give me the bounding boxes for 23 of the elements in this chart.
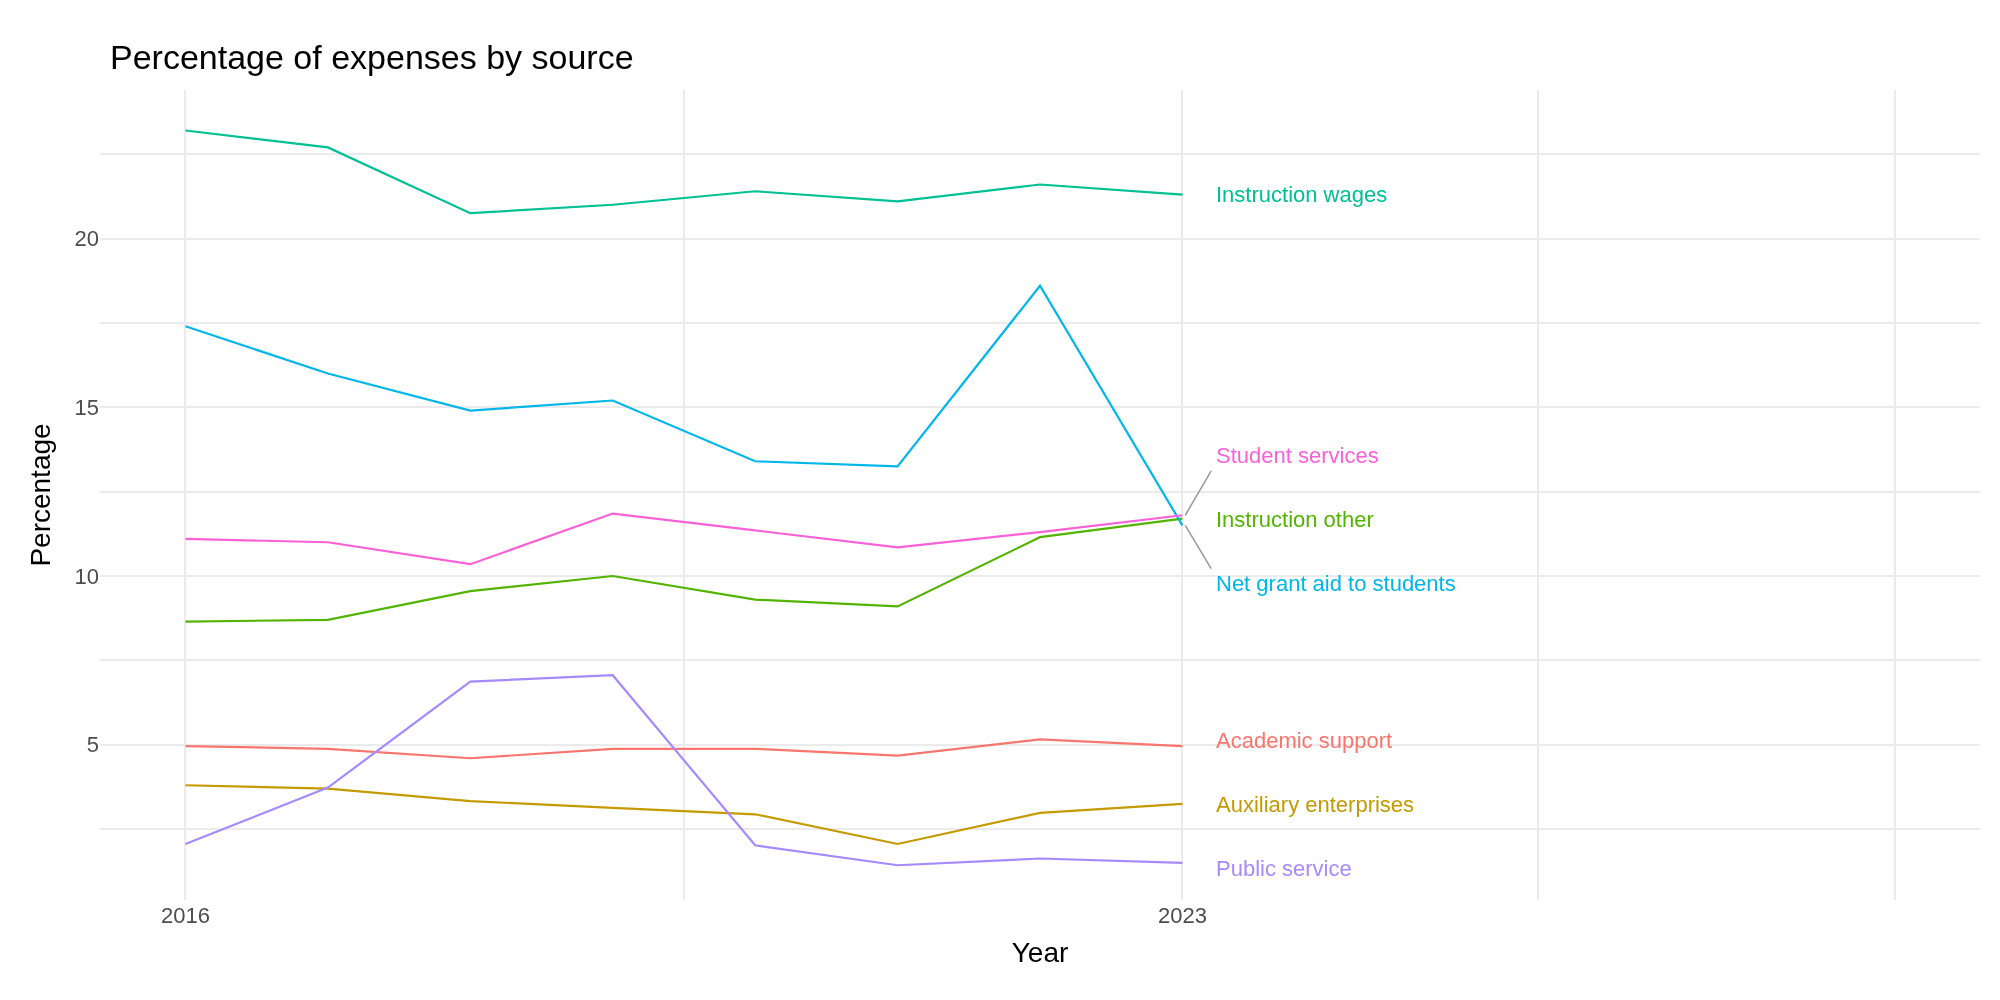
- text: Net grant aid to students: [1216, 571, 1456, 596]
- line-series: [184, 738, 1184, 760]
- y-tick-label: 15: [74, 394, 99, 420]
- line-series: [184, 512, 1184, 566]
- series-label: Instruction wages: [1216, 182, 1388, 207]
- series-label: Public service: [1216, 856, 1352, 881]
- x-tick-label: 2023: [1157, 903, 1207, 928]
- chart-title: Percentage of expenses by source: [110, 37, 634, 76]
- y-tick-label: 20: [74, 226, 99, 252]
- y-axis-title: Percentage: [25, 423, 57, 567]
- y-tick-label: 5: [86, 732, 99, 758]
- line-series: [184, 784, 1184, 846]
- series-label: Instruction other: [1216, 507, 1374, 532]
- line-series: [184, 517, 1184, 623]
- x-axis-title: Year: [1011, 937, 1069, 969]
- line-series: [184, 674, 1184, 867]
- text: Student services: [1216, 443, 1379, 468]
- x-tick-label: 2016: [160, 903, 210, 928]
- series-label: Academic support: [1216, 728, 1393, 753]
- series-label: Auxiliary enterprises: [1216, 792, 1415, 817]
- line-series: [184, 284, 1184, 527]
- line-series: [184, 129, 1184, 215]
- y-tick-label: 10: [74, 563, 99, 589]
